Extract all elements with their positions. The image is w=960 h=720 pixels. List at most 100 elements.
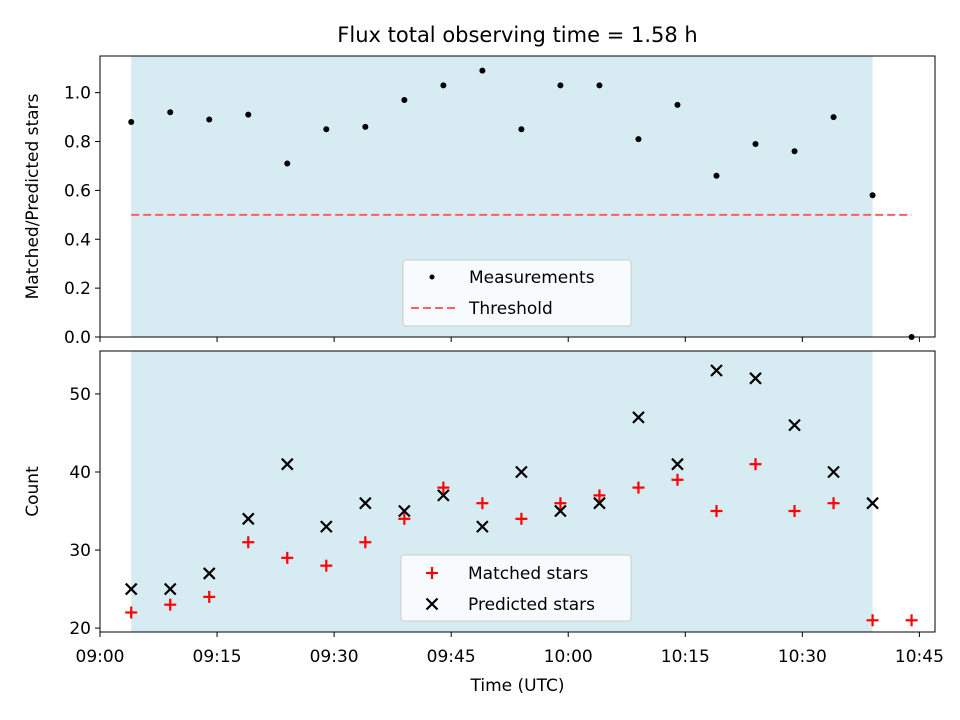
y-tick-label: 0.6 [64,181,91,201]
measurement-point [440,82,447,89]
matched-star-point [398,512,411,525]
measurement-point [245,111,252,118]
matched-star-point [827,497,840,510]
legend-box [402,259,632,327]
x-tick-label: 10:45 [895,647,944,667]
measurement-point [206,116,213,123]
measurement-point [713,172,720,179]
predicted-star-point [593,496,606,510]
matched-star-point [788,505,801,518]
x-axis-label: Time (UTC) [470,676,565,696]
predicted-star-point [749,372,762,385]
predicted-star-point [476,520,489,533]
matched-star-point [203,590,216,603]
matched-star-point [320,559,333,572]
legend-label-matched: Matched stars [468,564,588,584]
matched-star-point [710,505,723,518]
matched-star-point [866,614,879,627]
y-tick-label: 50 [69,385,91,405]
x-tick-label: 09:00 [76,647,125,667]
x-axis-ticks [99,337,920,342]
predicted-star-point [515,465,528,479]
count-panel: 20 30 40 50 09:00 09:15 09:30 09:45 10:00 10:15 1… [23,350,944,696]
x-tick-label: 09:15 [193,647,242,667]
x-tick-label: 09:30 [310,647,359,667]
matched-star-point [593,489,606,502]
legend-label-threshold: Threshold [468,299,553,319]
measurement-point [518,126,525,133]
measurement-point [401,96,408,103]
y-tick-label: 0.0 [64,328,91,348]
predicted-star-point [359,496,372,510]
legend-label-measurements: Measurements [469,268,595,288]
predicted-star-point [163,582,177,596]
matched-star-point [125,606,138,619]
legend-label-predicted: Predicted stars [468,595,595,615]
plot-frame [99,350,936,633]
predicted-star-point [241,512,255,526]
x-tick-label: 10:15 [661,647,710,667]
matched-star-point [437,481,450,494]
predicted-star-point [398,504,411,518]
predicted-star-point [124,582,138,596]
legend-x [425,597,439,611]
y-tick-label: 0.4 [64,230,91,250]
x-tick-label: 10:00 [544,647,593,667]
predicted-star-point [320,520,333,533]
predicted-star-point [281,457,294,471]
measurement-point [557,82,564,89]
measurement-point [791,148,798,155]
predicted-star-point [788,418,801,432]
measurement-point [752,140,759,147]
y-tick-label: 40 [69,463,91,483]
y-axis-ticks: 0.0 0.2 0.4 0.6 0.8 1.0 [64,84,100,348]
matched-star-point [671,473,684,486]
y-axis-label: Count [23,466,43,517]
matched-star-point [554,497,567,510]
measurement-point [167,109,174,116]
predicted-star-point [710,364,723,377]
matched-star-point [242,536,255,549]
chart-title: Flux total observing time = 1.58 h [337,23,697,47]
measurement-point [362,123,369,130]
predicted-star-point [202,567,216,580]
measurement-point [830,114,837,121]
y-tick-label: 30 [69,541,91,561]
x-tick-label: 09:45 [427,647,476,667]
predicted-star-point [554,504,567,518]
y-tick-label: 0.8 [64,133,91,153]
predicted-star-point [437,489,450,502]
matched-star-point [749,458,762,471]
measurement-point [674,101,681,108]
x-axis-ticks: 09:00 09:15 09:30 09:45 10:00 10:15 10:30 10:45 [76,632,944,667]
y-axis-ticks: 20 30 40 50 [69,385,100,639]
y-tick-label: 1.0 [64,84,91,104]
legend-plus [426,567,438,579]
measurement-point [323,126,330,133]
legend: Matched stars Predicted stars [400,554,632,622]
y-tick-label: 0.2 [64,279,91,299]
matched-star-point [359,536,372,549]
x-tick-label: 10:30 [778,647,827,667]
measurement-point [479,67,486,74]
measurement-point [635,136,642,143]
measurement-point [869,192,876,199]
legend-marker-matched [426,567,438,579]
legend-marker-measurements [429,274,435,280]
matched-star-point [281,551,294,564]
matched-star-point [476,497,489,510]
matched-star-point [632,481,645,494]
predicted-star-point [632,411,645,424]
y-axis-label: Matched/Predicted stars [23,93,43,299]
legend-marker-predicted [425,597,439,611]
predicted-star-point [866,496,879,510]
measurement-point [128,118,135,125]
matched-star-point [164,598,177,611]
plot-frame [99,55,936,338]
legend-box [400,554,632,622]
matched-star-point [905,614,918,627]
y-tick-label: 20 [69,619,91,639]
legend: Measurements Threshold [402,259,632,327]
measurement-point [284,160,291,167]
